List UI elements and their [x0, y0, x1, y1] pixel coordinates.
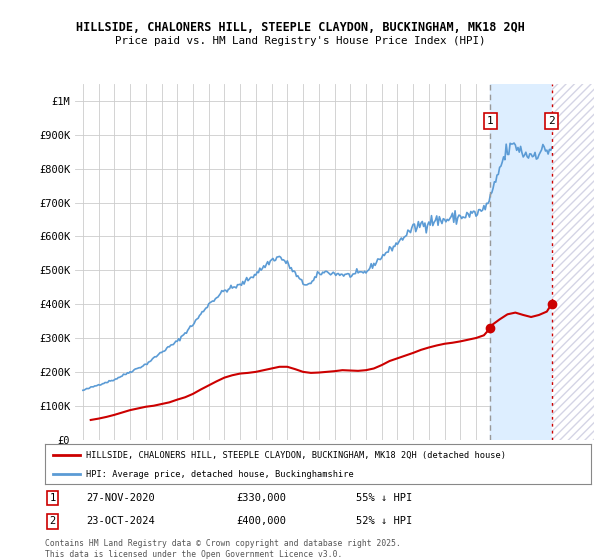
Text: 55% ↓ HPI: 55% ↓ HPI — [356, 493, 412, 503]
Text: £400,000: £400,000 — [236, 516, 286, 526]
Text: 27-NOV-2020: 27-NOV-2020 — [86, 493, 155, 503]
Bar — [551, 84, 594, 440]
Text: 2: 2 — [548, 116, 555, 126]
Text: £330,000: £330,000 — [236, 493, 286, 503]
Text: Contains HM Land Registry data © Crown copyright and database right 2025.
This d: Contains HM Land Registry data © Crown c… — [45, 539, 401, 559]
Text: HPI: Average price, detached house, Buckinghamshire: HPI: Average price, detached house, Buck… — [86, 470, 354, 479]
Text: 52% ↓ HPI: 52% ↓ HPI — [356, 516, 412, 526]
Text: HILLSIDE, CHALONERS HILL, STEEPLE CLAYDON, BUCKINGHAM, MK18 2QH: HILLSIDE, CHALONERS HILL, STEEPLE CLAYDO… — [76, 21, 524, 34]
Text: 2: 2 — [49, 516, 56, 526]
Text: Price paid vs. HM Land Registry's House Price Index (HPI): Price paid vs. HM Land Registry's House … — [115, 36, 485, 46]
Bar — [551, 84, 594, 440]
Text: 23-OCT-2024: 23-OCT-2024 — [86, 516, 155, 526]
Bar — [490, 84, 551, 440]
Text: 1: 1 — [49, 493, 56, 503]
Text: HILLSIDE, CHALONERS HILL, STEEPLE CLAYDON, BUCKINGHAM, MK18 2QH (detached house): HILLSIDE, CHALONERS HILL, STEEPLE CLAYDO… — [86, 451, 506, 460]
Text: 1: 1 — [487, 116, 494, 126]
